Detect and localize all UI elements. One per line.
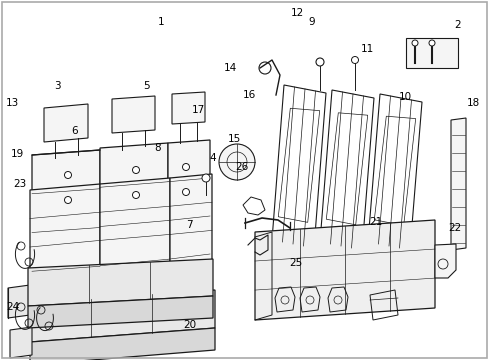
- Circle shape: [428, 40, 434, 46]
- Text: 21: 21: [368, 217, 382, 228]
- Text: 25: 25: [288, 258, 302, 268]
- Text: 4: 4: [209, 153, 216, 163]
- Text: 19: 19: [11, 149, 24, 159]
- Text: 8: 8: [154, 143, 161, 153]
- Polygon shape: [170, 174, 212, 272]
- Circle shape: [182, 189, 189, 195]
- Text: 5: 5: [143, 81, 150, 91]
- Text: 1: 1: [158, 17, 164, 27]
- Text: 2: 2: [453, 20, 460, 30]
- Polygon shape: [30, 290, 215, 342]
- Text: 23: 23: [13, 179, 26, 189]
- Polygon shape: [434, 244, 455, 278]
- Text: 16: 16: [242, 90, 256, 100]
- Circle shape: [315, 58, 324, 66]
- Polygon shape: [100, 143, 168, 305]
- Text: 13: 13: [6, 98, 20, 108]
- Circle shape: [132, 192, 139, 198]
- Text: 20: 20: [183, 320, 196, 330]
- Text: 3: 3: [54, 81, 61, 91]
- Polygon shape: [450, 118, 465, 250]
- Circle shape: [219, 144, 254, 180]
- Text: 6: 6: [71, 126, 78, 136]
- Text: 17: 17: [191, 105, 204, 115]
- Polygon shape: [254, 220, 434, 320]
- Polygon shape: [32, 150, 100, 310]
- Polygon shape: [10, 327, 32, 358]
- Text: 14: 14: [224, 63, 237, 73]
- Polygon shape: [28, 259, 213, 306]
- Circle shape: [182, 163, 189, 171]
- Text: 22: 22: [447, 222, 461, 233]
- Polygon shape: [112, 96, 155, 133]
- Text: 26: 26: [235, 162, 248, 172]
- Circle shape: [132, 166, 139, 174]
- Text: 11: 11: [360, 44, 374, 54]
- Polygon shape: [100, 178, 170, 278]
- Polygon shape: [44, 104, 88, 142]
- Polygon shape: [28, 296, 213, 328]
- FancyBboxPatch shape: [405, 38, 457, 68]
- Text: 15: 15: [227, 134, 241, 144]
- Text: 12: 12: [290, 8, 304, 18]
- Text: 7: 7: [186, 220, 193, 230]
- Text: 10: 10: [399, 92, 411, 102]
- Polygon shape: [30, 184, 100, 285]
- Polygon shape: [30, 328, 215, 360]
- Circle shape: [64, 197, 71, 203]
- Circle shape: [351, 57, 358, 63]
- Text: 9: 9: [307, 17, 314, 27]
- Polygon shape: [8, 285, 30, 318]
- Text: 18: 18: [466, 98, 479, 108]
- Text: 24: 24: [6, 302, 20, 312]
- Circle shape: [202, 174, 209, 182]
- Circle shape: [411, 40, 417, 46]
- Polygon shape: [168, 140, 209, 298]
- Polygon shape: [172, 92, 204, 124]
- Circle shape: [64, 171, 71, 179]
